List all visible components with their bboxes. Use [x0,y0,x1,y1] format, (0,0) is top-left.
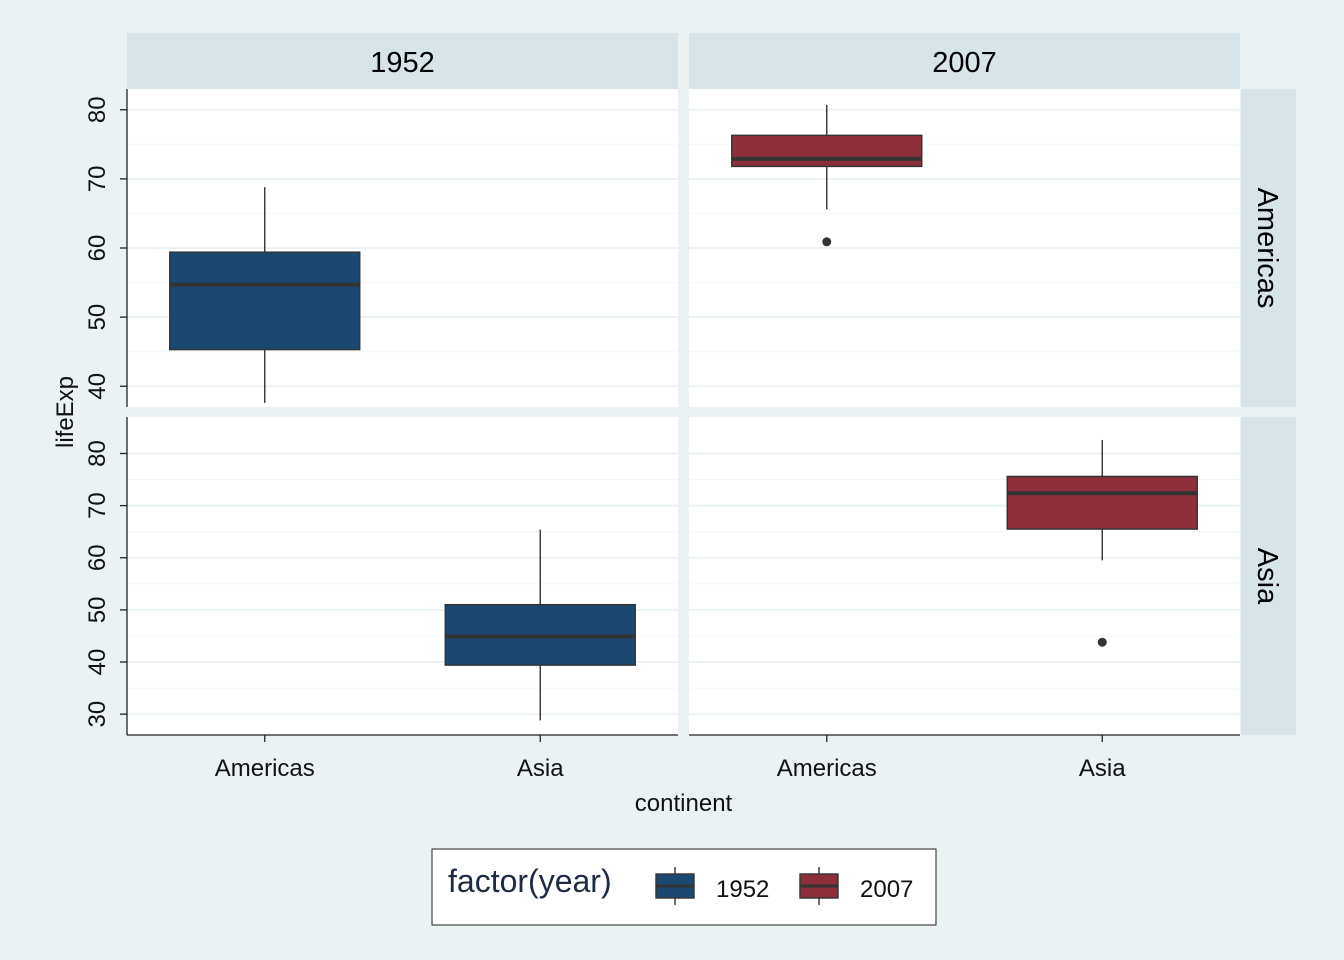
box-2007-americas-americas [731,104,923,247]
legend: factor(year) 1952 2007 [431,848,937,926]
y-tick-label: 80 [84,440,111,467]
box-1952-americas-americas [169,187,361,403]
x-tick-label: Asia [1079,755,1126,782]
panel-2007-asia [689,417,1240,735]
x-tick-label: Asia [517,755,564,782]
y-tick-label: 60 [84,544,111,571]
legend-keys: 1952 2007 [655,867,913,905]
strip-col-1952 [127,33,678,89]
x-axis-title: continent [635,790,733,817]
y-tick-label: 50 [84,597,111,624]
outlier-point [1097,637,1107,647]
y-tick-label: 80 [84,96,111,123]
box-body [169,251,361,351]
x-tick-label: Americas [215,755,315,782]
x-tick-label: Americas [777,755,877,782]
y-axis-title: lifeExp [52,376,79,448]
y-tick-label: 70 [84,166,111,193]
strip-label-1952: 1952 [370,47,435,79]
strip-col-2007 [689,33,1240,89]
y-tick-label: 60 [84,235,111,262]
strip-label-2007: 2007 [932,47,997,79]
strip-row-americas [1241,89,1296,407]
legend-key-2007: 2007 [799,867,913,905]
box-body [1006,475,1198,530]
box-body [731,134,923,168]
panel-1952-asia [127,417,678,735]
boxes-layer [169,104,1198,721]
box-2007-asia-asia [1006,439,1198,647]
box-1952-asia-asia [444,529,636,721]
y-tick-label: 70 [84,492,111,519]
y-tick-label: 30 [84,701,111,728]
outlier-point [822,237,832,247]
legend-label-2007: 2007 [860,876,913,903]
y-ticks-layer: 40 50 60 70 80 30 40 50 60 70 80 [84,89,128,735]
y-tick-label: 50 [84,304,111,331]
strip-label-asia: Asia [1251,548,1283,605]
legend-key-1952: 1952 [655,867,769,905]
panels-layer [127,89,1240,735]
y-tick-label: 40 [84,649,111,676]
y-tick-label: 40 [84,373,111,400]
legend-title: factor(year) [448,863,612,899]
strip-row-asia [1241,417,1296,735]
legend-label-1952: 1952 [716,876,769,903]
x-ticks-layer: Americas Asia Americas Asia [127,734,1240,782]
strip-label-americas: Americas [1251,188,1283,309]
